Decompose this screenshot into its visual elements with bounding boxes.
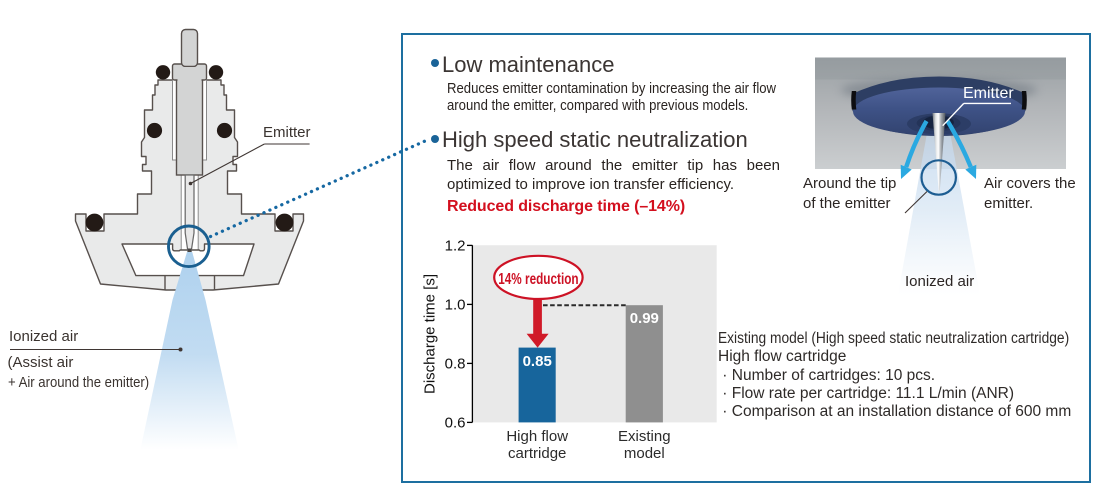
- svg-text:High flow: High flow: [506, 428, 568, 445]
- svg-text:0.6: 0.6: [445, 415, 466, 432]
- svg-text:cartridge: cartridge: [508, 445, 566, 462]
- svg-text:Existing: Existing: [618, 428, 671, 445]
- svg-text:1.0: 1.0: [445, 297, 466, 314]
- svg-text:0.99: 0.99: [630, 310, 659, 327]
- svg-text:0.85: 0.85: [523, 353, 552, 370]
- svg-text:1.2: 1.2: [445, 238, 466, 255]
- svg-text:14% reduction: 14% reduction: [498, 269, 578, 287]
- svg-text:0.8: 0.8: [445, 356, 466, 373]
- svg-text:Discharge time [s]: Discharge time [s]: [422, 274, 439, 394]
- svg-text:model: model: [624, 445, 665, 462]
